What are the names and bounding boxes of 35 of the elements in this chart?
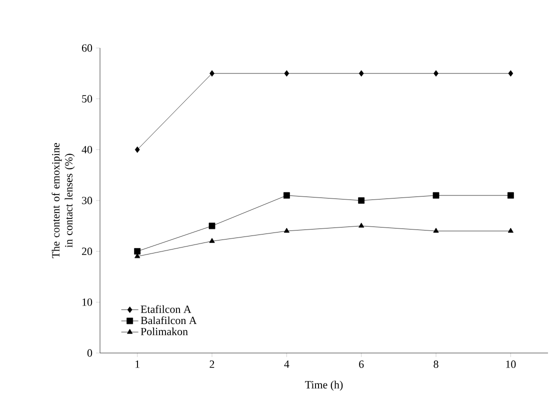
legend-label: Polimakon — [140, 328, 188, 336]
y-tick-label: 50 — [82, 95, 92, 103]
y-tick-label: 0 — [87, 349, 92, 357]
x-tick-label: 8 — [434, 360, 438, 368]
point — [508, 228, 514, 233]
y-tick-label: 40 — [82, 146, 92, 154]
x-tick-label: 1 — [136, 360, 140, 368]
y-tick-label: 60 — [82, 44, 92, 52]
point — [507, 192, 514, 199]
point — [209, 238, 215, 243]
point — [508, 70, 514, 77]
point — [284, 228, 290, 233]
point — [358, 197, 365, 204]
x-axis-title: Time (h) — [305, 380, 343, 391]
point — [134, 146, 140, 153]
y-tick-label: 20 — [82, 248, 92, 256]
x-tick-label: 6 — [359, 360, 364, 368]
point — [432, 192, 440, 199]
point — [358, 222, 364, 228]
point — [134, 248, 141, 255]
point — [284, 70, 290, 77]
point — [358, 70, 364, 77]
x-tick-label: 2 — [210, 360, 214, 368]
point — [283, 192, 290, 199]
legend-label: Balafilcon A — [140, 316, 197, 324]
y-axis-title: The content of emoxipine in contact lenses (%) — [52, 143, 75, 258]
legend-label: Etafilcon A — [140, 305, 192, 313]
x-tick-label: 10 — [506, 360, 516, 368]
point — [208, 222, 216, 230]
x-tick-label: 4 — [284, 360, 290, 368]
point — [210, 70, 214, 77]
y-tick-label: 30 — [82, 196, 92, 204]
point — [434, 70, 438, 77]
point — [433, 228, 439, 233]
y-tick-label: 10 — [82, 298, 92, 306]
